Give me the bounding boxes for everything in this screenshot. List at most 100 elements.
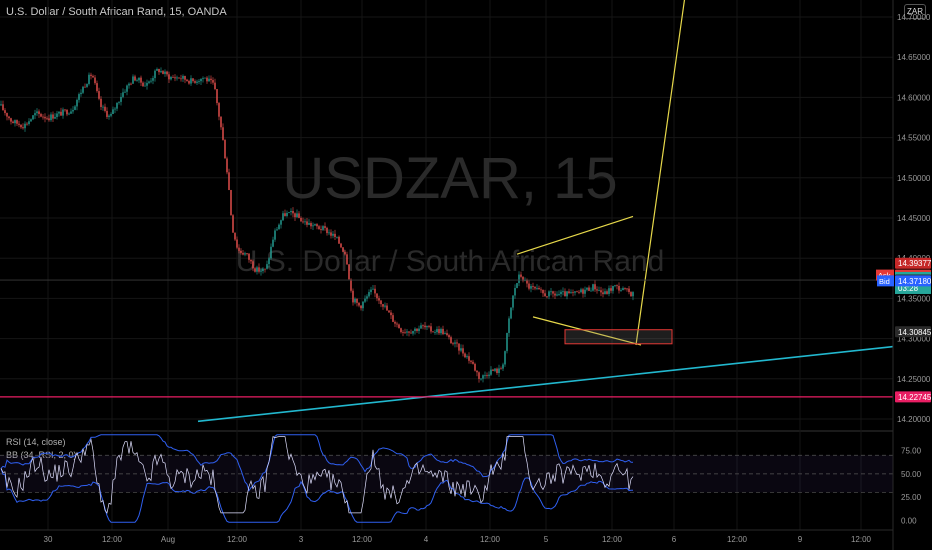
candle-body [28,121,30,124]
candle-body [528,283,530,289]
target-price-tag[interactable]: 14.30845 [898,328,932,337]
wedge-lower-line[interactable] [532,316,642,346]
candle-body [34,113,36,116]
candle-body [226,158,228,173]
candle-body [216,89,218,104]
candle-body [320,229,322,230]
rsi-legend-label[interactable]: RSI (14, close) [6,437,66,447]
candle-body [600,290,602,293]
candle-body [90,74,92,76]
drawings [0,0,894,423]
candle-body [484,375,486,376]
bid-price-tag[interactable]: 14.37180 [898,277,932,286]
candle-body [262,268,264,271]
candle-body [516,283,518,289]
candle-body [506,332,508,352]
candle-body [354,298,356,303]
candle-body [272,239,274,247]
candle-body [460,348,462,351]
candle-body [168,74,170,80]
candle-body [224,139,226,159]
candle-body [540,289,542,291]
candle-body [348,264,350,280]
candle-body [604,291,606,295]
candle-body [504,351,506,365]
candle-body [376,293,378,299]
candle-body [234,232,236,240]
candle-body [266,264,268,269]
top-price-tag[interactable]: 14.39377 [898,259,932,268]
candle-body [62,109,64,116]
candle-body [254,268,256,272]
candle-body [416,328,418,331]
candle-body [6,113,8,117]
candle-body [352,290,354,303]
rsi-pane: 75.00 50.00 25.00 0.00 [0,434,922,525]
candle-body [244,253,246,255]
candle-body [576,291,578,293]
candle-body [316,224,318,227]
candle-body [310,223,312,227]
candle-body [496,368,498,373]
candle-body [206,77,208,82]
candle-body [298,213,300,218]
target-box[interactable] [564,329,673,345]
candle-body [340,243,342,248]
price-tick-label: 14.45000 [897,214,931,223]
bb-legend-label[interactable]: BB (34, RSI, 2, 0) [6,450,77,460]
bid-badge: Bid [879,277,890,286]
candle-body [626,288,628,290]
wedge-upper-line[interactable] [516,215,634,255]
candle-body [208,78,210,82]
candle-body [400,328,402,333]
candle-body [20,124,22,128]
support-price-tag[interactable]: 14.22745 [898,393,932,402]
candle-body [176,77,178,79]
candle-body [442,328,444,335]
time-tick-label: Aug [161,535,175,544]
candle-body [422,325,424,327]
candle-body [458,343,460,351]
candles [0,67,634,383]
price-tick-label: 14.55000 [897,134,931,143]
candle-body [360,305,362,309]
watermark-symbol: USDZAR, 15 [282,146,617,211]
candle-body [156,69,158,71]
candle-body [120,96,122,102]
candle-body [378,298,380,301]
candle-body [192,78,194,82]
candle-body [10,118,12,122]
candle-body [380,300,382,305]
candle-body [58,111,60,114]
price-tick-label: 14.65000 [897,53,931,62]
candle-body [170,76,172,80]
currency-badge[interactable]: ZAR [904,4,926,19]
candle-body [334,233,336,238]
candle-body [538,288,540,290]
candle-body [430,326,432,332]
candle-body [466,356,468,358]
candle-body [232,215,234,233]
candle-body [178,77,180,79]
projection-line[interactable] [635,0,686,346]
top-price-tag-bg [895,257,931,269]
candle-body [12,121,14,124]
bollinger-upper [0,434,633,492]
candle-body [564,291,566,297]
candle-body [220,116,222,128]
candle-body [108,115,110,117]
candle-body [160,71,162,73]
grid-lines [0,0,893,530]
candle-body [520,274,522,277]
price-tick-label: 14.70000 [897,13,931,22]
candle-body [448,335,450,338]
candle-body [454,342,456,344]
candle-body [64,109,66,111]
candle-body [426,326,428,328]
candle-body [396,323,398,325]
candle-body [122,92,124,97]
candle-body [408,331,410,333]
candle-body [76,99,78,107]
ascending-trendline[interactable] [197,345,894,423]
